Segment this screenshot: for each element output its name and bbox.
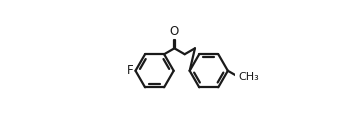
Text: O: O <box>170 25 179 38</box>
Text: F: F <box>127 64 134 77</box>
Text: CH₃: CH₃ <box>238 72 259 82</box>
